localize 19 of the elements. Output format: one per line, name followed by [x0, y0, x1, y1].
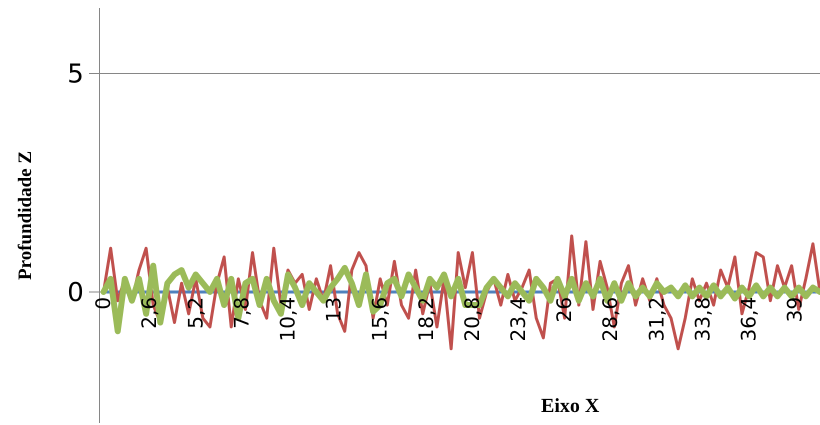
- x-tick-label: 7,8: [229, 296, 254, 329]
- x-tick-label: 0: [91, 296, 116, 310]
- x-tick-label: 13: [322, 296, 346, 322]
- x-tick-label: 23,4: [506, 296, 530, 342]
- y-axis-title: Profundidade Z: [15, 151, 36, 280]
- x-tick-label: 5,2: [183, 296, 208, 329]
- x-tick-label: 2,6: [137, 296, 162, 329]
- x-tick-label: 28,6: [598, 296, 622, 342]
- x-tick-label: 10,4: [275, 296, 300, 342]
- x-tick-label: 26: [552, 296, 576, 322]
- x-tick-label: 15,6: [368, 296, 392, 342]
- x-tick-label: 33,8: [690, 296, 714, 342]
- x-tick-label: 31,2: [644, 296, 668, 342]
- x-tick-label: 20,8: [460, 296, 484, 342]
- x-axis-title: Eixo X: [541, 395, 600, 417]
- x-tick-label: 18,2: [414, 296, 438, 342]
- x-tick-label: 36,4: [736, 296, 761, 342]
- y-tick-label: 5: [67, 60, 84, 90]
- x-tick-label: 39: [782, 296, 807, 322]
